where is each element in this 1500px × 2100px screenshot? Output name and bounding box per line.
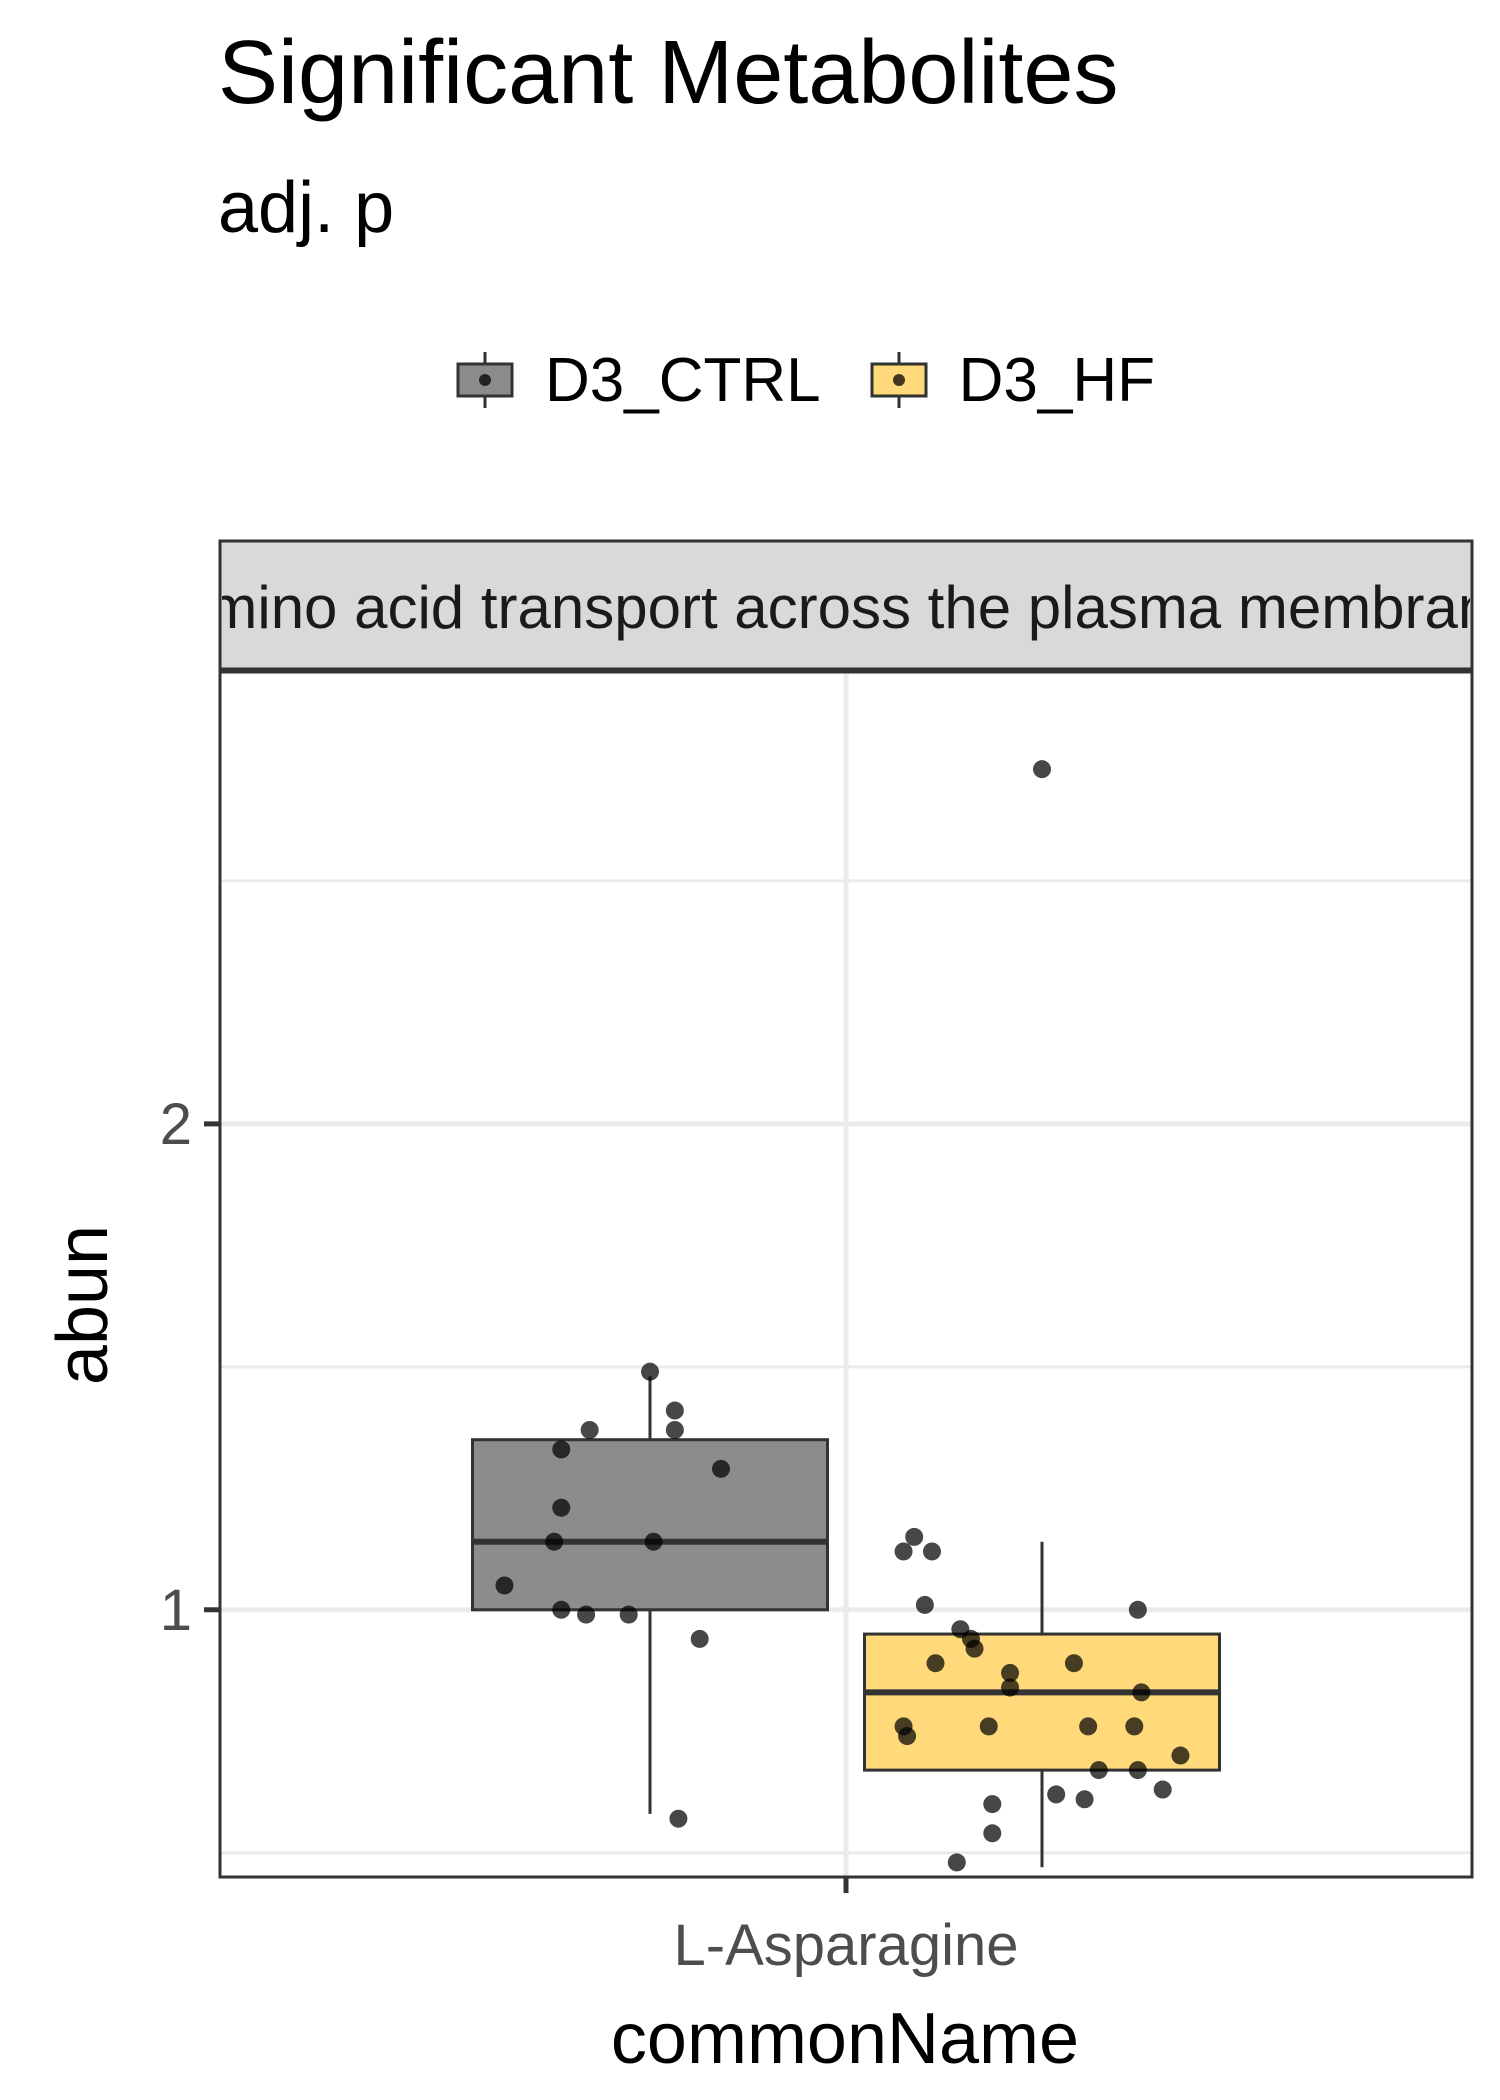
legend-item-hf: D3_HF	[869, 345, 1155, 416]
data-point	[1079, 1717, 1098, 1736]
data-point	[983, 1824, 1002, 1843]
x-tick-label: L-Asparagine	[674, 1913, 1019, 1978]
data-point	[1128, 1600, 1147, 1619]
box-body	[471, 1438, 829, 1612]
y-tick-label: 1	[160, 1578, 192, 1643]
data-point	[669, 1809, 688, 1828]
data-point	[619, 1605, 638, 1624]
data-point	[545, 1532, 564, 1551]
box-group-d3-ctrl	[471, 1376, 829, 1814]
data-point	[1064, 1654, 1083, 1673]
data-point	[979, 1717, 998, 1736]
data-point	[1089, 1761, 1108, 1780]
data-point	[1128, 1761, 1147, 1780]
data-point	[947, 1853, 966, 1872]
facet-strip	[218, 539, 1474, 671]
data-point	[665, 1401, 684, 1420]
data-point	[641, 1362, 659, 1381]
data-point	[1001, 1678, 1020, 1697]
facet-strip-label: Amino acid transport across the plasma m…	[167, 574, 1500, 641]
data-point	[1125, 1717, 1144, 1736]
legend: D3_CTRL D3_HF	[455, 340, 1203, 420]
data-point	[1171, 1746, 1190, 1765]
data-point	[665, 1420, 684, 1439]
data-point	[965, 1639, 984, 1658]
chart-title: Significant Metabolites	[218, 23, 1119, 123]
data-point	[552, 1440, 571, 1459]
legend-item-ctrl: D3_CTRL	[455, 345, 821, 416]
data-point	[915, 1595, 934, 1614]
data-point	[894, 1542, 913, 1561]
data-point	[922, 1542, 941, 1561]
data-point	[495, 1576, 514, 1595]
data-point	[1132, 1683, 1151, 1702]
y-axis-label: abun	[43, 1224, 123, 1386]
chart-subtitle: adj. p	[218, 168, 395, 248]
data-point	[577, 1605, 596, 1624]
data-point	[1001, 1663, 1020, 1682]
data-point	[712, 1459, 730, 1478]
data-point	[552, 1600, 571, 1619]
box-group-d3-hf	[863, 1541, 1221, 1868]
data-point	[926, 1654, 945, 1673]
data-point	[1075, 1790, 1094, 1809]
data-point	[983, 1795, 1002, 1814]
data-point	[1033, 760, 1051, 779]
legend-key-ctrl	[456, 352, 514, 408]
data-point	[552, 1498, 571, 1517]
box-body	[863, 1632, 1221, 1772]
legend-label-hf: D3_HF	[958, 345, 1156, 415]
legend-label-ctrl: D3_CTRL	[545, 345, 821, 415]
legend-key-hf	[870, 352, 928, 408]
data-point	[1047, 1785, 1066, 1804]
y-tick-label: 2	[160, 1092, 192, 1157]
data-point	[690, 1629, 709, 1648]
data-point	[644, 1532, 663, 1551]
x-axis-label: commonName	[610, 1999, 1080, 2079]
data-point	[898, 1727, 917, 1746]
y-axis-label-wrap: abun	[43, 1225, 123, 1385]
data-point	[580, 1420, 599, 1439]
data-point	[1153, 1780, 1172, 1799]
data-point	[905, 1527, 924, 1546]
